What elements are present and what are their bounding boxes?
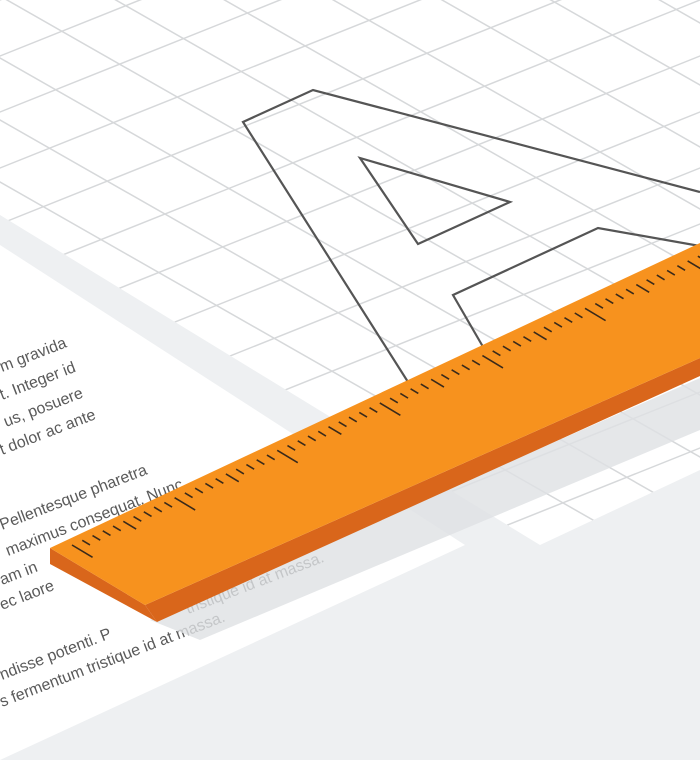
ruler-tick — [625, 288, 635, 295]
ruler-tick — [174, 496, 196, 511]
ruler-tick — [194, 487, 204, 494]
ruler-tick — [605, 298, 614, 305]
ruler-tick — [646, 279, 655, 286]
grid-line — [0, 0, 700, 245]
ruler-tick — [687, 260, 700, 270]
grid-line — [0, 0, 700, 189]
ruler-tick — [420, 383, 429, 390]
ruler-tick — [399, 392, 409, 399]
letter-a-leg — [451, 226, 700, 353]
ruler-tick — [266, 454, 276, 461]
ruler-tick — [574, 312, 583, 319]
ruler-tick — [451, 369, 460, 376]
ruler-tick — [256, 459, 265, 466]
ruler-tick — [584, 307, 607, 322]
ruler-tick — [656, 274, 665, 281]
letter-a-outline — [241, 88, 700, 383]
grid-line — [0, 427, 700, 545]
ruler-tick — [440, 373, 450, 380]
grid-line — [0, 0, 700, 301]
ruler-tick — [410, 388, 419, 395]
ruler-end — [50, 548, 157, 622]
ruler-tick — [71, 544, 93, 559]
ruler-tick — [358, 411, 368, 418]
ruler-tick — [235, 468, 245, 475]
ruler-tick — [184, 492, 193, 499]
ruler-tick — [461, 364, 471, 371]
ruler-ticks — [71, 255, 700, 559]
ruler-tick — [133, 515, 142, 522]
grid-line — [0, 0, 700, 77]
ruler-tick — [666, 269, 676, 276]
ruler-side — [145, 358, 700, 622]
ruler-tick — [594, 302, 604, 309]
ruler-tick — [533, 331, 547, 341]
letter-a-inner — [357, 156, 514, 246]
ruler-tick — [328, 425, 342, 436]
ruler-tick — [369, 407, 378, 414]
ruler-tick — [553, 321, 563, 328]
ruler-tick — [430, 378, 445, 388]
ruler-tick — [143, 511, 152, 518]
ruler-tick — [635, 283, 650, 294]
ruler-tick — [697, 255, 700, 259]
ruler-tick — [153, 506, 163, 513]
ruler-tick — [389, 397, 399, 404]
ruler-tick — [543, 326, 553, 333]
grid-line — [0, 0, 700, 239]
ruler-tick — [204, 482, 214, 489]
ruler-tick — [276, 449, 299, 464]
ruler-tick — [287, 444, 296, 451]
ruler-tick — [112, 525, 122, 532]
grid-line — [0, 90, 700, 545]
ruler-tick — [348, 416, 358, 423]
ruler-tick — [379, 402, 401, 417]
ruler-tick — [246, 463, 255, 470]
ruler-tick — [502, 345, 512, 352]
ruler-tick — [81, 539, 91, 546]
ruler-tick — [92, 534, 101, 541]
ruler-tick — [482, 354, 504, 369]
ruler-tick — [225, 473, 240, 483]
ruler-tick — [564, 317, 573, 324]
ruler-tick — [102, 530, 111, 537]
ruler-tick — [512, 340, 522, 347]
ruler-tick — [615, 293, 624, 300]
grid-line — [0, 0, 700, 115]
ruler-tick — [307, 435, 317, 442]
ruler-shadow — [150, 378, 700, 640]
grid-line — [0, 0, 700, 177]
ruler-tick — [122, 520, 137, 530]
ruler-tick — [523, 335, 532, 342]
ruler-tick — [317, 430, 327, 437]
ruler-tick — [471, 359, 481, 366]
ruler-tick — [163, 501, 173, 508]
letter-a-outer — [241, 88, 700, 383]
ruler-tick — [297, 440, 306, 447]
ruler-tick — [215, 478, 224, 485]
grid-line — [0, 0, 700, 301]
ruler-tick — [492, 350, 501, 357]
grid-line — [0, 0, 700, 133]
ruler-tick — [676, 264, 686, 271]
ruler-tick — [338, 421, 347, 428]
